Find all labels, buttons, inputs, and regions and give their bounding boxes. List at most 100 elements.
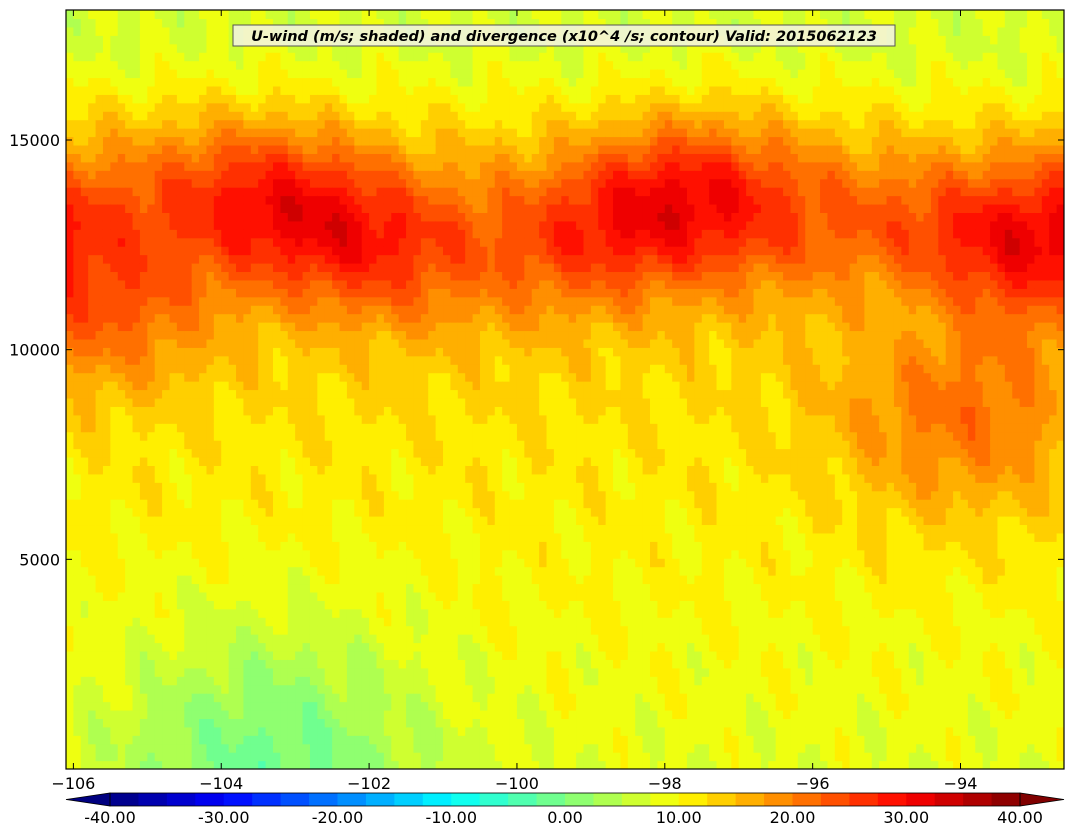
heatmap-cell — [117, 676, 126, 686]
heatmap-cell — [272, 397, 281, 407]
heatmap-cell — [383, 659, 392, 669]
heatmap-cell — [191, 423, 200, 433]
heatmap-cell — [221, 549, 230, 559]
heatmap-cell — [102, 347, 111, 357]
heatmap-cell — [250, 85, 259, 95]
heatmap-cell — [147, 558, 156, 568]
heatmap-cell — [132, 85, 141, 95]
heatmap-cell — [206, 389, 215, 399]
heatmap-cell — [457, 397, 466, 407]
heatmap-cell — [450, 456, 459, 466]
heatmap-cell — [472, 684, 481, 694]
heatmap-cell — [184, 271, 193, 281]
heatmap-cell — [420, 187, 429, 197]
heatmap-cell — [309, 718, 318, 728]
heatmap-cell — [80, 60, 89, 70]
heatmap-cell — [184, 490, 193, 500]
heatmap-cell — [435, 524, 444, 534]
heatmap-cell — [169, 693, 178, 703]
heatmap-cell — [443, 752, 452, 762]
heatmap-cell — [80, 26, 89, 36]
heatmap-cell — [309, 583, 318, 593]
heatmap-cell — [435, 111, 444, 121]
heatmap-cell — [465, 659, 474, 669]
heatmap-cell — [191, 178, 200, 188]
heatmap-cell — [354, 60, 363, 70]
heatmap-cell — [191, 634, 200, 644]
heatmap-cell — [66, 237, 74, 247]
heatmap-cell — [184, 465, 193, 475]
heatmap-cell — [199, 77, 208, 87]
heatmap-cell — [125, 499, 134, 509]
heatmap-cell — [465, 667, 474, 677]
heatmap-cell — [287, 364, 296, 374]
heatmap-cell — [272, 482, 281, 492]
heatmap-cell — [287, 372, 296, 382]
heatmap-cell — [110, 583, 119, 593]
heatmap-cell — [361, 431, 370, 441]
heatmap-cell — [295, 406, 304, 416]
heatmap-cell — [383, 178, 392, 188]
heatmap-cell — [243, 254, 252, 264]
heatmap-cell — [435, 279, 444, 289]
heatmap-cell — [309, 203, 318, 213]
heatmap-cell — [110, 600, 119, 610]
heatmap-cell — [258, 254, 267, 264]
heatmap-cell — [435, 119, 444, 129]
heatmap-cell — [66, 26, 74, 36]
heatmap-cell — [250, 94, 259, 104]
heatmap-cell — [457, 642, 466, 652]
heatmap-cell — [383, 431, 392, 441]
heatmap-cell — [428, 10, 437, 20]
heatmap-cell — [339, 229, 348, 239]
heatmap-cell — [406, 709, 415, 719]
heatmap-cell — [324, 659, 333, 669]
heatmap-cell — [428, 608, 437, 618]
heatmap-cell — [110, 473, 119, 483]
heatmap-cell — [443, 760, 452, 769]
heatmap-cell — [176, 541, 185, 551]
heatmap-cell — [280, 69, 289, 79]
heatmap-cell — [295, 338, 304, 348]
heatmap-cell — [110, 381, 119, 391]
heatmap-cell — [102, 322, 111, 332]
heatmap-cell — [73, 229, 82, 239]
heatmap-cell — [221, 305, 230, 315]
heatmap-cell — [206, 85, 215, 95]
heatmap-cell — [125, 381, 134, 391]
heatmap-cell — [435, 102, 444, 112]
heatmap-cell — [154, 52, 163, 62]
heatmap-cell — [154, 119, 163, 129]
heatmap-cell — [102, 558, 111, 568]
heatmap-cell — [435, 296, 444, 306]
heatmap-cell — [110, 26, 119, 36]
heatmap-cell — [406, 111, 415, 121]
heatmap-cell — [398, 482, 407, 492]
heatmap-cell — [369, 634, 378, 644]
heatmap-cell — [125, 423, 134, 433]
heatmap-cell — [250, 650, 259, 660]
heatmap-cell — [250, 246, 259, 256]
heatmap-cell — [102, 473, 111, 483]
heatmap-cell — [243, 583, 252, 593]
heatmap-cell — [406, 220, 415, 230]
heatmap-cell — [354, 718, 363, 728]
heatmap-cell — [243, 313, 252, 323]
heatmap-cell — [243, 279, 252, 289]
heatmap-cell — [280, 709, 289, 719]
heatmap-cell — [110, 136, 119, 146]
heatmap-cell — [309, 448, 318, 458]
heatmap-cell — [88, 482, 97, 492]
heatmap-cell — [95, 246, 104, 256]
heatmap-cell — [443, 220, 452, 230]
heatmap-cell — [125, 136, 134, 146]
heatmap-cell — [383, 625, 392, 635]
heatmap-cell — [324, 178, 333, 188]
heatmap-cell — [317, 558, 326, 568]
heatmap-cell — [302, 659, 311, 669]
heatmap-cell — [443, 676, 452, 686]
heatmap-cell — [391, 111, 400, 121]
heatmap-cell — [457, 440, 466, 450]
heatmap-cell — [391, 490, 400, 500]
heatmap-cell — [376, 625, 385, 635]
